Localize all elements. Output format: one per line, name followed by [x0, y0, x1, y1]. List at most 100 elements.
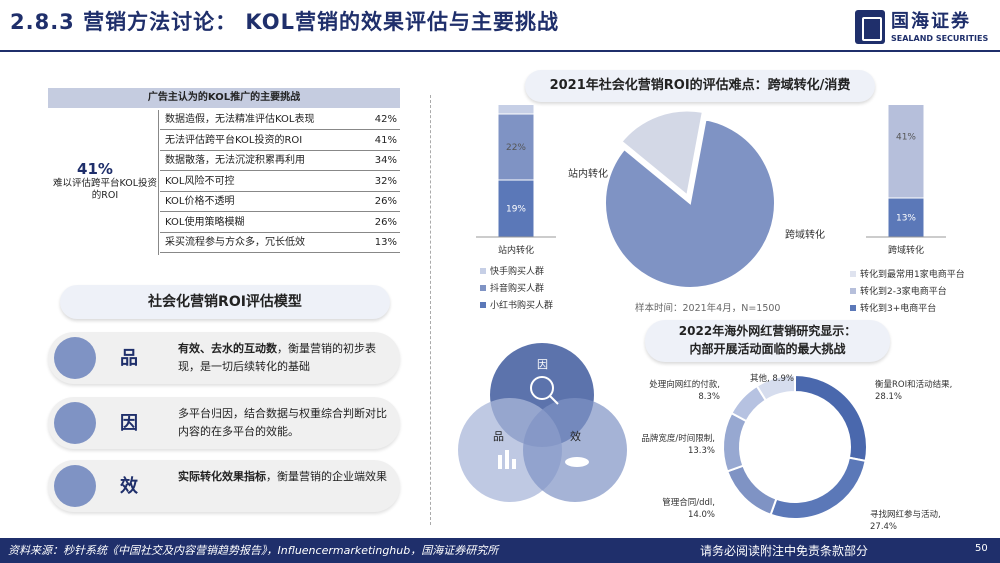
page-title: 2.8.3 营销方法讨论： KOL营销的效果评估与主要挑战: [10, 10, 559, 34]
venn-bar-icon-1: [498, 455, 502, 469]
model-row-desc-bold: 有效、去水的互动数: [178, 342, 277, 355]
kol-highlight-label: 难以评估跨平台KOL投资的ROI: [53, 178, 157, 201]
bar-category-label: 站内转化: [498, 244, 534, 256]
kol-row-text: 采买流程参与方众多，冗长低效: [165, 237, 305, 248]
kol-row-value: 26%: [374, 196, 397, 207]
venn-coin-icon: [565, 457, 589, 467]
model-row-desc-rest: ，衡量营销的初步表现，是一切后续转化的基础: [178, 342, 376, 373]
donut-slice: [725, 464, 778, 517]
model-row-icon: [54, 337, 96, 379]
kol-row-text: 数据造假，无法精准评估KOL表现: [165, 114, 315, 125]
kol-table-header: 广告主认为的KOL推广的主要挑战: [48, 88, 400, 108]
donut-label: 寻找网红参与活动,: [870, 509, 941, 520]
kol-table-row: KOL价格不透明 26%: [160, 192, 400, 212]
chart1-svg: 19%22%21%站内转化13%41%28%跨域转化快手购买人群抖音购买人群小红…: [476, 105, 965, 314]
chart2-title: 2022年海外网红营销研究显示： 内部开展活动面临的最大挑战: [645, 320, 890, 362]
bar-data-label: 13%: [896, 214, 916, 224]
kol-row-value: 26%: [374, 216, 397, 228]
model-row-desc: 实际转化效果指标，衡量营销的企业端效果: [178, 468, 393, 486]
pie-slice: [620, 109, 704, 198]
legend-swatch: [480, 285, 486, 291]
kol-row-value: 41%: [374, 134, 397, 146]
venn-diagram: 因 品 效: [458, 343, 627, 502]
company-logo: 国海证券 SEALAND SECURITIES: [855, 6, 995, 48]
donut-slice: [722, 411, 748, 473]
bar-data-label: 22%: [506, 143, 526, 153]
stacked-bar-segment: [497, 105, 535, 115]
bar-category-label: 跨域转化: [888, 244, 924, 256]
kol-highlight-pct: 41%: [77, 160, 113, 178]
chart2-svg: 衡量ROI和活动结果, 28.1% 寻找网红参与活动, 27.4% 管理合同/ddl, 1…: [641, 373, 952, 532]
venn-label-right: 效: [570, 429, 581, 443]
kol-row-value: 34%: [374, 155, 397, 166]
venn-bar-icon-3: [512, 459, 516, 469]
donut-label: 13.3%: [688, 446, 715, 456]
kol-table-row: KOL使用策略模糊 26%: [160, 213, 400, 233]
footer-bar: [0, 538, 1000, 563]
section-divider: [430, 95, 431, 525]
venn-bar-icon-2: [505, 450, 509, 469]
footer-disclaimer: 请务必阅读附注中免责条款部分: [700, 544, 869, 558]
legend-label: 转化到最常用1家电商平台: [860, 268, 965, 280]
model-row: 品 有效、去水的互动数，衡量营销的初步表现，是一切后续转化的基础: [48, 332, 400, 384]
legend-swatch: [480, 302, 486, 308]
title-rule: [0, 50, 1000, 52]
chart2-title-line1: 2022年海外网红营销研究显示：: [678, 324, 857, 338]
logo-en-text: SEALAND SECURITIES: [891, 34, 989, 43]
donut-label: 管理合同/ddl,: [662, 497, 715, 508]
donut-label: 14.0%: [688, 510, 715, 520]
legend-swatch: [850, 305, 856, 311]
legend-swatch: [480, 268, 486, 274]
model-row-char: 品: [120, 348, 138, 369]
donut-slice: [794, 373, 868, 463]
donut-label: 8.3%: [698, 392, 720, 402]
footer-source: 资料来源：秒针系统《中国社交及内容营销趋势报告》，Influencermarke…: [8, 544, 499, 557]
model-row-desc-bold: 实际转化效果指标: [178, 470, 266, 483]
stacked-bar-segment: [887, 197, 925, 238]
legend-label: 抖音购买人群: [490, 282, 544, 294]
model-row: 效 实际转化效果指标，衡量营销的企业端效果: [48, 460, 400, 512]
legend-label: 转化到2-3家电商平台: [860, 285, 947, 297]
donut-label: 衡量ROI和活动结果,: [875, 379, 952, 390]
model-row: 因 多平台归因，结合数据与权重综合判断对比内容的在多平台的效能。: [48, 397, 400, 449]
logo-cn-text: 国海证券: [891, 11, 971, 32]
donut-slice: [755, 373, 796, 402]
page-number: 50: [975, 543, 988, 554]
logo-mark-icon: [855, 10, 885, 44]
legend-label: 快手购买人群: [490, 265, 544, 277]
model-row-desc: 有效、去水的互动数，衡量营销的初步表现，是一切后续转化的基础: [178, 340, 393, 376]
bar-data-label: 19%: [506, 205, 526, 215]
kol-table-row: 采买流程参与方众多，冗长低效 13%: [160, 233, 400, 253]
venn-label-top: 因: [537, 358, 548, 371]
legend-label: 小红书购买人群: [490, 299, 553, 311]
kol-row-text: KOL使用策略模糊: [165, 216, 245, 228]
model-row-desc: 多平台归因，结合数据与权重综合判断对比内容的在多平台的效能。: [178, 405, 393, 441]
kol-table-row: 无法评估跨平台KOL投资的ROI 41%: [160, 131, 400, 151]
donut-label: 品牌宽度/时间限制,: [641, 433, 715, 444]
model-row-icon: [54, 402, 96, 444]
kol-divider: [158, 110, 159, 255]
model-row-char: 效: [120, 476, 138, 497]
venn-search-handle: [549, 395, 559, 405]
venn-search-icon: [530, 376, 554, 400]
kol-row-text: 数据散落，无法沉淀积累再利用: [165, 155, 305, 166]
pie-label: 站内转化: [568, 167, 608, 180]
model-row-char: 因: [120, 413, 138, 434]
model-row-icon: [54, 465, 96, 507]
donut-slice: [769, 456, 867, 520]
model-title: 社会化营销ROI评估模型: [60, 285, 390, 319]
legend-swatch: [850, 288, 856, 294]
stacked-bar-segment: [497, 179, 535, 238]
kol-row-value: 42%: [374, 114, 397, 125]
legend-swatch: [850, 271, 856, 277]
kol-table-row: KOL风险不可控 32%: [160, 172, 400, 192]
venn-label-left: 品: [493, 430, 504, 443]
kol-row-text: KOL价格不透明: [165, 196, 235, 207]
kol-row-value: 13%: [374, 237, 397, 248]
kol-table-row: 数据造假，无法精准评估KOL表现 42%: [160, 110, 400, 130]
donut-label: 处理向网红的付款,: [649, 379, 720, 390]
stacked-bar-segment: [497, 113, 535, 181]
pie-label: 跨域转化: [785, 228, 825, 241]
chart2-title-line2: 内部开展活动面临的最大挑战: [689, 342, 846, 356]
donut-label: 28.1%: [875, 392, 902, 402]
